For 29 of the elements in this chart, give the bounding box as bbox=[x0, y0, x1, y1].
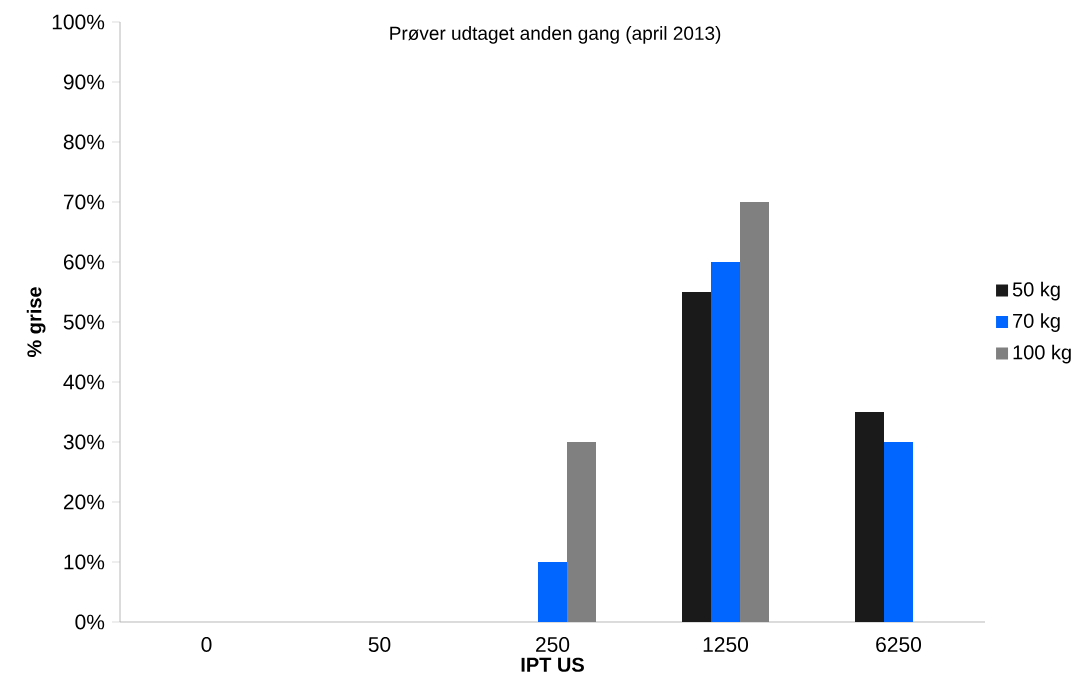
y-tick-label: 40% bbox=[63, 374, 105, 390]
legend-label: 100 kg bbox=[1013, 344, 1071, 364]
y-tick-label: 90% bbox=[63, 74, 105, 90]
x-tick-label: 250 bbox=[536, 637, 570, 652]
bar bbox=[855, 412, 884, 622]
x-tick-label: 1250 bbox=[703, 637, 749, 652]
y-tick-label: 60% bbox=[63, 254, 105, 270]
y-tick-label: 80% bbox=[63, 134, 105, 150]
y-tick-label: 50% bbox=[63, 314, 105, 330]
y-tick-label: 10% bbox=[64, 554, 105, 570]
legend-label: 70 kg bbox=[1013, 313, 1060, 332]
bar bbox=[711, 262, 740, 622]
legend-label: 50 kg bbox=[1012, 281, 1060, 301]
y-tick-label: 100% bbox=[52, 14, 105, 30]
bar bbox=[538, 562, 567, 622]
x-axis-title: IPT US bbox=[521, 657, 584, 672]
bar bbox=[682, 292, 711, 622]
y-tick-label: 30% bbox=[63, 434, 105, 450]
chart-title: Prøver udtaget anden gang (april 2013) bbox=[390, 26, 721, 44]
y-axis-title: % grise bbox=[26, 287, 46, 358]
x-tick-label: 6250 bbox=[876, 637, 922, 652]
x-tick-label: 0 bbox=[201, 637, 212, 652]
y-tick-label: 20% bbox=[63, 494, 105, 510]
bar bbox=[567, 442, 596, 622]
y-tick-label: 70% bbox=[63, 194, 105, 210]
bar bbox=[884, 442, 913, 622]
x-tick-label: 50 bbox=[368, 637, 391, 652]
y-tick-label: 0% bbox=[75, 614, 105, 630]
bar bbox=[740, 202, 769, 622]
